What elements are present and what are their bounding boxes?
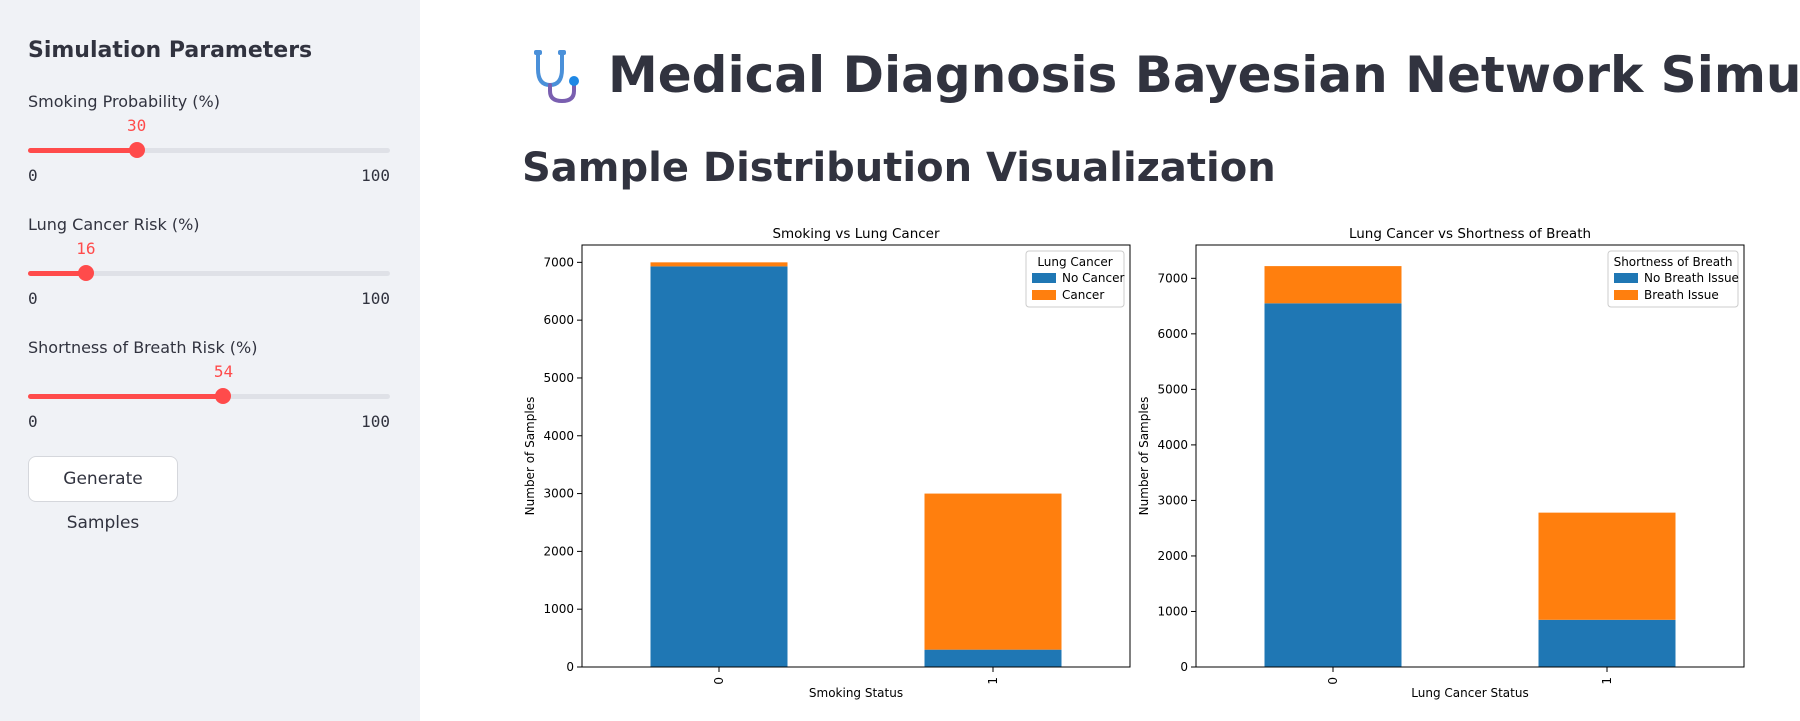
slider-fill [28, 271, 86, 276]
x-tick-label: 0 [1326, 677, 1340, 685]
y-tick-label: 3000 [543, 487, 574, 501]
slider-thumb[interactable] [215, 388, 232, 404]
slider-value: 16 [76, 239, 96, 258]
chart-title: Smoking vs Lung Cancer [772, 226, 940, 242]
legend-box [1607, 250, 1739, 308]
y-axis-label: Number of Samples [1137, 397, 1151, 516]
slider-thumb[interactable] [128, 142, 145, 158]
charts-figure: Smoking vs Lung Cancer 0 1 0 1000 2000 3000 400… [523, 226, 1745, 700]
legend-swatch [1614, 290, 1638, 300]
section-title: Sample Distribution Visualization [522, 145, 1276, 191]
y-tick-label: 2000 [1157, 549, 1188, 563]
chart-title: Lung Cancer vs Shortness of Breath [1349, 226, 1591, 242]
y-tick-label: 7000 [1157, 271, 1188, 285]
bar-1-no-breath-issue [1538, 619, 1676, 667]
legend-label: No Breath Issue [1644, 271, 1739, 285]
slider-value: 30 [126, 116, 147, 135]
y-tick-label: 4000 [543, 429, 574, 443]
shortness-of-breath-risk-slider[interactable]: Shortness of Breath Risk (%) 54 0 100 [28, 338, 390, 448]
bar-0-cancer [650, 262, 788, 267]
page-title: Medical Diagnosis Bayesian Network Simul… [608, 46, 1800, 104]
legend-label: Breath Issue [1644, 288, 1719, 302]
legend-label: Cancer [1062, 288, 1104, 302]
slider-track[interactable] [28, 265, 390, 281]
stethoscope-icon [534, 50, 579, 104]
legend-swatch [1032, 273, 1056, 283]
bar-0-no-breath-issue [1264, 303, 1402, 667]
slider-label: Lung Cancer Risk (%) [28, 215, 200, 234]
slider-fill [28, 148, 137, 153]
legend-swatch [1032, 290, 1056, 300]
slider-max: 100 [361, 412, 390, 431]
slider-min: 0 [28, 166, 38, 185]
y-tick-label: 1000 [543, 602, 574, 616]
slider-max: 100 [361, 289, 390, 308]
lung-cancer-risk-slider[interactable]: Lung Cancer Risk (%) 16 0 100 [28, 215, 390, 325]
y-tick-label: 7000 [543, 255, 574, 269]
y-tick-label: 4000 [1157, 438, 1188, 452]
bar-1-breath-issue [1538, 512, 1676, 620]
bar-0-no-cancer [650, 266, 788, 667]
slider-label: Smoking Probability (%) [28, 92, 220, 111]
slider-label: Shortness of Breath Risk (%) [28, 338, 258, 357]
plot-frame [1195, 244, 1745, 668]
y-tick-label: 3000 [1157, 493, 1188, 507]
y-tick-label: 0 [1180, 660, 1188, 674]
legend-title: Shortness of Breath [1614, 255, 1733, 269]
smoking-probability-slider[interactable]: Smoking Probability (%) 30 0 100 [28, 92, 390, 202]
legend-title: Lung Cancer [1037, 255, 1112, 269]
y-tick-label: 0 [566, 660, 574, 674]
slider-min: 0 [28, 412, 38, 431]
y-tick-label: 6000 [543, 313, 574, 327]
x-axis-label: Smoking Status [809, 686, 903, 700]
slider-track[interactable] [28, 388, 390, 404]
slider-min: 0 [28, 289, 38, 308]
y-tick-label: 5000 [1157, 382, 1188, 396]
x-tick-label: 1 [1600, 677, 1614, 685]
y-tick-label: 2000 [543, 544, 574, 558]
y-tick-label: 1000 [1157, 604, 1188, 618]
legend-label: No Cancer [1062, 271, 1124, 285]
y-axis-label: Number of Samples [523, 397, 537, 516]
slider-value: 54 [213, 362, 234, 381]
bar-1-cancer [924, 493, 1062, 650]
slider-max: 100 [361, 166, 390, 185]
legend-swatch [1614, 273, 1638, 283]
slider-fill [28, 394, 224, 399]
y-tick-label: 5000 [543, 371, 574, 385]
bar-1-no-cancer [924, 649, 1062, 667]
slider-track[interactable] [28, 142, 390, 158]
generate-samples-button[interactable]: Generate Samples [28, 456, 178, 533]
x-axis-label: Lung Cancer Status [1411, 686, 1528, 700]
slider-thumb[interactable] [77, 265, 94, 281]
sidebar-title: Simulation Parameters [28, 38, 313, 63]
sidebar: Simulation Parameters Smoking Probabilit… [0, 0, 420, 721]
plot-frame [581, 244, 1131, 668]
bar-0-breath-issue [1264, 266, 1402, 304]
x-tick-label: 0 [712, 677, 726, 685]
page-header: Medical Diagnosis Bayesian Network Simul… [528, 40, 1800, 110]
x-tick-label: 1 [986, 677, 1000, 685]
y-tick-label: 6000 [1157, 327, 1188, 341]
